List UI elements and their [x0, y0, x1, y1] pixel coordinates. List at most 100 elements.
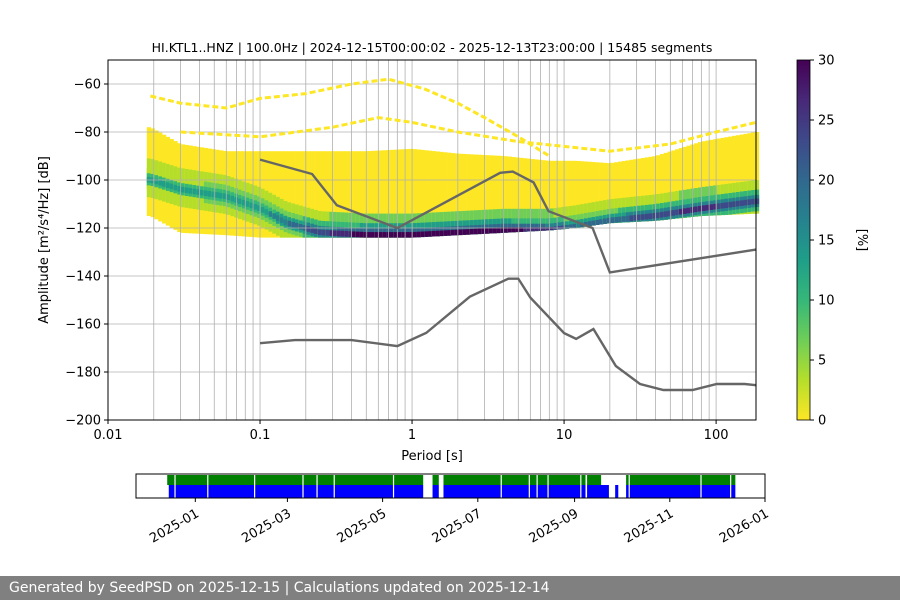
heatmap-cell	[314, 228, 319, 234]
heatmap-cell	[462, 229, 467, 235]
heatmap-cell	[591, 220, 596, 226]
heatmap-cell	[492, 155, 497, 234]
heatmap-cell	[321, 151, 326, 238]
heatmap-cell	[549, 226, 554, 231]
ppsd-chart: HI.KTL1..HNZ | 100.0Hz | 2024-12-15T00:0…	[37, 40, 869, 547]
colorbar	[796, 59, 811, 421]
heatmap-cell	[279, 217, 285, 223]
heatmap-cell	[504, 156, 509, 233]
heatmap-cell	[409, 232, 414, 238]
heatmap-cell	[306, 151, 311, 238]
heatmap-cell	[500, 227, 505, 233]
heatmap-cell	[678, 208, 684, 215]
y-tick-label: −100	[65, 174, 101, 189]
colorbar-tick-label: 10	[818, 294, 835, 309]
heatmap-cell	[272, 151, 277, 238]
heatmap-cell	[621, 216, 627, 222]
heatmap-cell	[352, 231, 357, 238]
outlier-track	[180, 116, 757, 153]
heatmap-cell	[709, 204, 714, 211]
heatmap-cell	[675, 149, 680, 219]
heatmap-cell	[188, 188, 193, 194]
heatmap-cell	[249, 202, 254, 209]
heatmap-cell	[625, 215, 630, 222]
heatmap-cell	[580, 161, 585, 228]
heatmap-cell	[363, 232, 368, 238]
heatmap-cell	[340, 151, 345, 238]
heatmap-cell	[382, 150, 387, 238]
heatmap-cell	[542, 160, 547, 231]
heatmap-cell	[477, 154, 482, 235]
x-tick-label: 100	[704, 428, 729, 443]
grid-lines	[107, 60, 756, 421]
heatmap-cell	[352, 151, 357, 238]
colorbar-ticks: 0 5 10 15 20 25 30	[810, 54, 835, 429]
heatmap-cell	[397, 149, 402, 238]
heatmap-cell	[553, 160, 558, 230]
heatmap-cell	[397, 232, 402, 238]
heatmap-cell	[576, 160, 581, 228]
heatmap-cell	[675, 209, 680, 216]
x-tick-label: 10	[556, 428, 573, 443]
heatmap-cell	[291, 151, 296, 238]
heatmap-cell	[705, 140, 710, 216]
coverage-bar	[432, 475, 439, 485]
heatmap-cell	[264, 209, 269, 215]
heatmap-cell	[443, 152, 448, 236]
heatmap-cell	[515, 157, 520, 233]
heatmap-cell	[287, 151, 292, 238]
heatmap-cell	[754, 198, 760, 205]
heatmap-cell	[454, 153, 459, 236]
heatmap-cell	[511, 157, 516, 233]
heatmap-cell	[420, 231, 425, 238]
heatmap-cell	[747, 199, 752, 205]
heatmap-cell	[203, 190, 209, 197]
heatmap-cell	[230, 195, 235, 202]
heatmap-cell	[724, 137, 729, 215]
timeline-tick-label: 2025-05	[335, 506, 390, 546]
x-tick-label: 0.01	[94, 428, 123, 443]
footer-text: Generated by SeedPSD on 2025-12-15 | Cal…	[0, 576, 900, 600]
heatmap-cell	[424, 150, 429, 237]
heatmap-cell	[656, 155, 661, 221]
heatmap-cell	[336, 151, 342, 238]
heatmap-cell	[648, 213, 653, 220]
heatmap-cell	[663, 152, 668, 220]
heatmap-cell	[549, 160, 554, 231]
heatmap-cell	[295, 222, 300, 229]
heatmap-cell	[173, 184, 178, 191]
heatmap-cell	[184, 187, 190, 194]
heatmap-cell	[355, 151, 361, 238]
heatmap-cell	[367, 232, 372, 238]
heatmap-cell	[435, 151, 440, 237]
heatmap-cell	[371, 150, 376, 238]
heatmap-cell	[697, 205, 703, 212]
heatmap-cell	[614, 162, 619, 223]
heatmap-cell	[542, 227, 547, 231]
heatmap-cell	[671, 150, 676, 219]
y-tick-label: −140	[65, 270, 101, 285]
heatmap-cell	[576, 223, 581, 228]
heatmap-cell	[743, 199, 748, 206]
heatmap-cell	[428, 150, 433, 237]
heatmap-cell	[568, 160, 573, 229]
heatmap-cell	[447, 230, 452, 236]
heatmap-cell	[355, 231, 361, 238]
heatmap-cell	[625, 160, 630, 223]
heatmap-cell	[257, 205, 262, 211]
timeline-tick-label: 2025-11	[622, 506, 677, 546]
heatmap-cell	[226, 194, 231, 201]
heatmap-cell	[340, 230, 345, 237]
heatmap-cell	[682, 146, 687, 218]
heatmap-cell	[507, 156, 513, 233]
heatmap-cell	[728, 136, 733, 215]
heatmap-cell	[473, 228, 478, 235]
colorbar-tick-label: 25	[818, 114, 835, 129]
heatmap-cell	[390, 149, 395, 238]
heatmap-cell	[652, 213, 657, 219]
heatmap-cell	[279, 151, 285, 238]
heatmap-cell	[709, 139, 714, 216]
heatmap-cell	[724, 202, 729, 208]
heatmap-cell	[637, 214, 642, 221]
heatmap-cell	[549, 223, 554, 231]
